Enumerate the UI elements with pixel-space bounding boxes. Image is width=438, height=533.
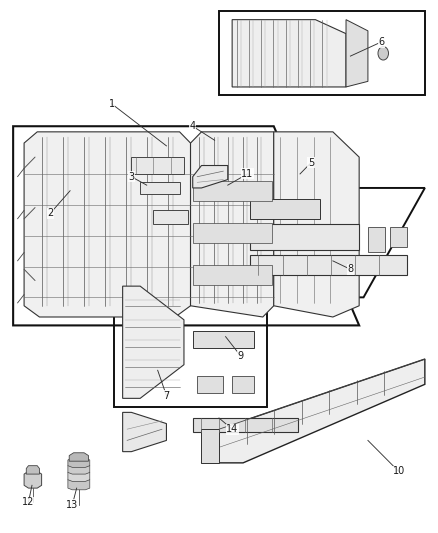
Text: 11: 11 — [241, 169, 254, 179]
Text: 9: 9 — [238, 351, 244, 361]
Polygon shape — [346, 20, 368, 87]
Polygon shape — [250, 199, 320, 219]
Polygon shape — [24, 132, 191, 317]
Circle shape — [378, 46, 389, 60]
Polygon shape — [69, 453, 88, 461]
Polygon shape — [197, 376, 223, 393]
Polygon shape — [193, 181, 272, 201]
Text: 6: 6 — [378, 37, 384, 47]
Text: 14: 14 — [226, 424, 238, 434]
Text: 7: 7 — [163, 391, 170, 400]
Text: 3: 3 — [128, 172, 134, 182]
Polygon shape — [274, 132, 359, 317]
Polygon shape — [123, 286, 184, 398]
Polygon shape — [123, 413, 166, 451]
Text: 5: 5 — [308, 158, 314, 168]
Polygon shape — [368, 227, 385, 253]
Polygon shape — [250, 224, 359, 249]
Polygon shape — [140, 182, 180, 193]
Text: 4: 4 — [190, 121, 196, 131]
Polygon shape — [193, 166, 228, 188]
Text: 2: 2 — [47, 208, 53, 218]
Polygon shape — [68, 463, 90, 474]
Polygon shape — [193, 418, 298, 432]
Polygon shape — [232, 376, 254, 393]
Polygon shape — [131, 157, 184, 174]
Polygon shape — [68, 457, 90, 467]
Polygon shape — [193, 265, 272, 285]
Text: 13: 13 — [66, 500, 78, 510]
Polygon shape — [191, 132, 274, 317]
Text: 8: 8 — [347, 264, 353, 274]
Text: 10: 10 — [392, 466, 405, 477]
Polygon shape — [24, 471, 42, 488]
Polygon shape — [153, 211, 188, 224]
Polygon shape — [26, 466, 39, 474]
Polygon shape — [201, 429, 219, 463]
Polygon shape — [68, 477, 90, 490]
Polygon shape — [232, 20, 346, 87]
Text: 1: 1 — [109, 99, 115, 109]
Polygon shape — [193, 331, 254, 348]
Polygon shape — [193, 223, 272, 243]
Polygon shape — [250, 255, 407, 275]
Text: 12: 12 — [22, 497, 35, 507]
Polygon shape — [201, 359, 425, 463]
Polygon shape — [390, 227, 407, 247]
Polygon shape — [68, 470, 90, 481]
